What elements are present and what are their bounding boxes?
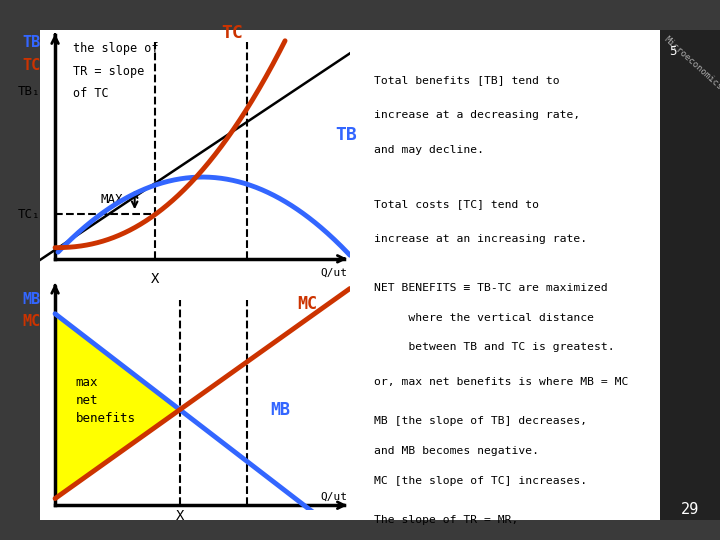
Text: and MB becomes negative.: and MB becomes negative. bbox=[374, 446, 539, 456]
Text: increase at an increasing rate.: increase at an increasing rate. bbox=[374, 234, 587, 244]
Text: between TB and TC is greatest.: between TB and TC is greatest. bbox=[374, 342, 614, 352]
Text: Q/ut: Q/ut bbox=[320, 492, 347, 502]
Text: MB [the slope of TB] decreases,: MB [the slope of TB] decreases, bbox=[374, 416, 587, 427]
Text: TB: TB bbox=[336, 126, 357, 144]
Text: MB: MB bbox=[270, 401, 290, 418]
Text: where the vertical distance: where the vertical distance bbox=[374, 313, 593, 323]
Text: TC: TC bbox=[22, 58, 40, 73]
Text: Q/ut: Q/ut bbox=[320, 268, 347, 278]
Text: 29: 29 bbox=[681, 503, 699, 517]
Text: Total benefits [TB] tend to: Total benefits [TB] tend to bbox=[374, 76, 559, 85]
Text: and may decline.: and may decline. bbox=[374, 145, 484, 154]
Text: MC: MC bbox=[297, 295, 317, 313]
Text: TC₁: TC₁ bbox=[18, 208, 40, 221]
Text: Total costs [TC] tend to: Total costs [TC] tend to bbox=[374, 199, 539, 209]
Text: max
net
benefits: max net benefits bbox=[76, 376, 135, 425]
Text: NET BENEFITS ≡ TB-TC are maximized: NET BENEFITS ≡ TB-TC are maximized bbox=[374, 283, 607, 293]
Text: MAX: MAX bbox=[100, 193, 123, 206]
Bar bbox=[40, 30, 660, 520]
Text: MB: MB bbox=[22, 292, 40, 307]
Bar bbox=[660, 30, 720, 520]
Text: 5: 5 bbox=[670, 45, 677, 58]
Text: The slope of TR = MR,: The slope of TR = MR, bbox=[374, 515, 518, 525]
Text: increase at a decreasing rate,: increase at a decreasing rate, bbox=[374, 110, 580, 120]
Polygon shape bbox=[55, 314, 180, 498]
Text: X: X bbox=[176, 509, 184, 523]
Text: TR = slope: TR = slope bbox=[73, 64, 144, 78]
Text: X: X bbox=[151, 272, 160, 286]
Text: or, max net benefits is where MB = MC: or, max net benefits is where MB = MC bbox=[374, 377, 628, 387]
Text: Microeconomics: Microeconomics bbox=[662, 35, 720, 92]
Text: the slope of: the slope of bbox=[73, 42, 158, 55]
Text: TB: TB bbox=[22, 36, 40, 50]
Text: MC: MC bbox=[22, 314, 40, 329]
Text: TC: TC bbox=[221, 24, 243, 42]
Text: MC [the slope of TC] increases.: MC [the slope of TC] increases. bbox=[374, 476, 587, 485]
Text: TB₁: TB₁ bbox=[18, 85, 40, 98]
Text: of TC: of TC bbox=[73, 87, 109, 100]
